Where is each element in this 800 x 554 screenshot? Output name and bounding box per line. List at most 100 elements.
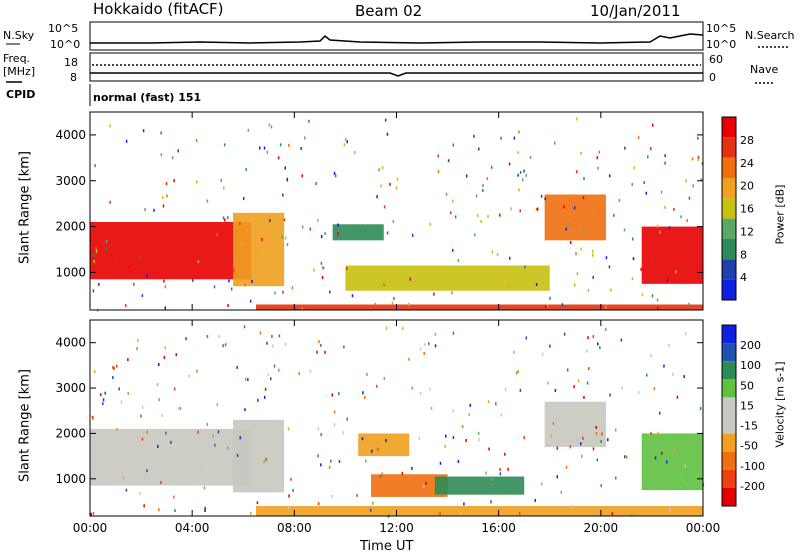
velocity-region-7 xyxy=(256,506,703,516)
velocity-speckle xyxy=(653,387,656,391)
velocity-speckle xyxy=(580,442,582,446)
power-speckle xyxy=(535,283,538,287)
power-speckle xyxy=(105,239,108,243)
power-speckle xyxy=(519,170,522,174)
power-speckle xyxy=(517,151,519,155)
power-speckle xyxy=(161,196,164,200)
velocity-speckle xyxy=(581,454,583,458)
power-ytick-label: 3000 xyxy=(55,174,86,188)
power-speckle xyxy=(645,191,648,195)
power-speckle xyxy=(125,304,127,308)
power-speckle xyxy=(346,267,348,271)
velocity-colorbar-tick: 100 xyxy=(740,359,761,372)
power-speckle xyxy=(216,233,218,237)
power-speckle xyxy=(575,170,578,174)
velocity-speckle xyxy=(563,332,566,336)
power-speckle xyxy=(138,255,141,259)
velocity-speckle xyxy=(203,486,206,490)
velocity-speckle xyxy=(525,336,528,340)
power-speckle xyxy=(142,129,145,133)
velocity-speckle xyxy=(499,472,502,476)
velocity-speckle xyxy=(478,438,480,442)
velocity-speckle xyxy=(401,327,404,331)
power-speckle xyxy=(517,173,519,177)
velocity-speckle xyxy=(638,391,640,395)
power-speckle xyxy=(598,150,601,154)
velocity-speckle xyxy=(164,346,167,350)
velocity-speckle xyxy=(599,346,601,350)
power-speckle xyxy=(540,194,543,198)
power-speckle xyxy=(649,147,652,151)
power-speckle xyxy=(623,228,626,232)
power-speckle xyxy=(244,283,246,287)
power-speckle xyxy=(277,156,280,160)
velocity-speckle xyxy=(361,437,364,441)
power-speckle xyxy=(618,198,621,202)
power-speckle xyxy=(263,146,266,150)
velocity-region-3 xyxy=(370,474,448,497)
velocity-speckle xyxy=(157,363,160,367)
velocity-speckle xyxy=(267,373,270,377)
velocity-speckle xyxy=(518,511,521,515)
power-speckle xyxy=(691,157,694,161)
velocity-speckle xyxy=(452,409,454,413)
power-speckle xyxy=(475,194,478,198)
power-speckle xyxy=(561,303,564,307)
power-speckle xyxy=(301,307,303,311)
power-colorbar-swatch xyxy=(722,239,736,260)
velocity-speckle xyxy=(429,387,431,391)
velocity-speckle xyxy=(411,466,413,470)
power-speckle xyxy=(322,266,324,270)
velocity-speckle xyxy=(263,460,265,464)
velocity-speckle xyxy=(177,406,180,410)
velocity-speckle xyxy=(247,378,249,382)
velocity-speckle xyxy=(595,425,597,429)
power-speckle xyxy=(393,297,395,301)
velocity-speckle xyxy=(143,504,145,508)
power-speckle xyxy=(513,136,516,140)
velocity-speckle xyxy=(173,387,176,391)
time-xtick-label: 00:00 xyxy=(686,521,721,535)
velocity-speckle xyxy=(554,389,557,393)
power-speckle xyxy=(247,128,250,132)
power-speckle xyxy=(389,182,391,186)
velocity-speckle xyxy=(102,402,104,406)
velocity-speckle xyxy=(263,395,266,399)
power-speckle xyxy=(304,136,306,140)
power-speckle xyxy=(192,278,194,282)
power-speckle xyxy=(301,225,304,229)
power-speckle xyxy=(580,247,582,251)
power-speckle xyxy=(266,150,269,154)
power-colorbar-swatch xyxy=(722,198,736,219)
power-region-0 xyxy=(90,222,251,280)
velocity-speckle xyxy=(146,430,149,434)
velocity-speckle xyxy=(469,403,471,407)
velocity-speckle xyxy=(122,476,125,480)
power-speckle xyxy=(171,156,174,160)
power-speckle xyxy=(95,247,97,251)
power-speckle xyxy=(666,278,669,282)
velocity-speckle xyxy=(158,508,160,512)
velocity-speckle xyxy=(541,482,543,486)
power-speckle xyxy=(482,184,484,188)
power-speckle xyxy=(321,276,324,280)
noise-tick-high-right: 10^5 xyxy=(706,22,737,35)
power-speckle xyxy=(242,197,245,201)
velocity-speckle xyxy=(330,459,332,463)
power-speckle xyxy=(563,205,565,209)
power-speckle xyxy=(569,241,572,245)
velocity-speckle xyxy=(425,482,427,486)
power-speckle xyxy=(283,218,286,222)
power-speckle xyxy=(315,182,317,186)
power-speckle xyxy=(224,218,226,222)
power-region-4 xyxy=(544,194,606,241)
power-speckle xyxy=(164,306,166,310)
power-speckle xyxy=(518,188,520,192)
velocity-speckle xyxy=(278,334,281,338)
velocity-speckle xyxy=(547,381,549,385)
power-speckle xyxy=(351,294,354,298)
power-ytick-label: 2000 xyxy=(55,220,86,234)
velocity-speckle xyxy=(685,332,687,336)
power-speckle xyxy=(445,192,448,196)
velocity-speckle xyxy=(625,455,628,459)
